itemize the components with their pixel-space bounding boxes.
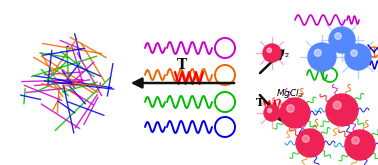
Circle shape: [302, 135, 309, 142]
Circle shape: [345, 130, 375, 160]
Circle shape: [280, 98, 310, 128]
Circle shape: [263, 44, 281, 62]
Circle shape: [351, 50, 357, 56]
Circle shape: [314, 49, 321, 56]
Circle shape: [308, 43, 336, 71]
Circle shape: [268, 109, 272, 113]
Circle shape: [326, 94, 358, 126]
Circle shape: [329, 27, 355, 53]
Text: MgCl$_2$: MgCl$_2$: [276, 86, 304, 99]
Circle shape: [296, 129, 324, 157]
Circle shape: [345, 44, 371, 70]
Text: T: T: [256, 98, 264, 109]
Text: T: T: [177, 58, 187, 72]
Circle shape: [264, 105, 280, 121]
Circle shape: [333, 101, 341, 109]
Circle shape: [267, 48, 271, 52]
Text: MgCl$_2$: MgCl$_2$: [262, 47, 290, 60]
Circle shape: [352, 137, 359, 144]
Circle shape: [287, 105, 294, 112]
Circle shape: [335, 33, 341, 39]
